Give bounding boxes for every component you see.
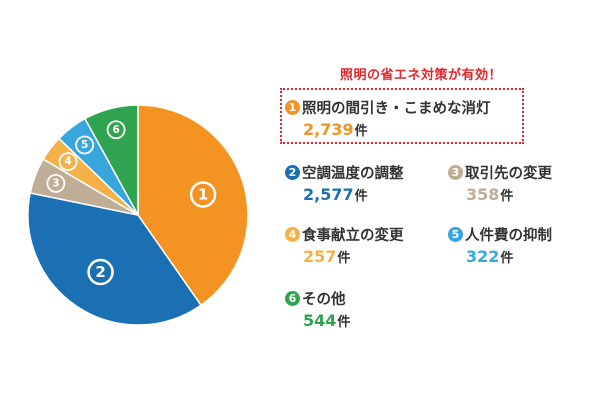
slice-badge-4-icon: 4	[58, 152, 78, 172]
headline: 照明の省エネ対策が有効！	[340, 68, 503, 83]
legend-label: 人件費の抑制	[465, 228, 552, 244]
slice-badge-3-icon: 3	[46, 174, 66, 193]
svg-text:1: 1	[198, 186, 208, 204]
badge-3-icon: 3	[448, 165, 463, 180]
legend-label: 照明の間引き・こまめな消灯	[302, 101, 491, 117]
legend-item-3: 3 取引先の変更 358件	[448, 162, 552, 204]
pie-slice-2	[27, 192, 203, 326]
legend-item-4: 4 食事献立の変更 257件	[285, 224, 404, 266]
legend-label: 空調温度の調整	[302, 166, 404, 182]
legend-item-2: 2 空調温度の調整 2,577件	[285, 162, 404, 204]
legend-value: 2,739件	[303, 120, 368, 139]
svg-text:4: 4	[64, 156, 71, 168]
legend-label: 取引先の変更	[465, 166, 552, 182]
svg-text:3: 3	[52, 177, 59, 189]
slice-badge-6-icon: 6	[106, 120, 126, 140]
badge-4-icon: 4	[285, 227, 300, 242]
slice-badge-5-icon: 5	[75, 135, 95, 155]
badge-1-icon: 1	[285, 100, 300, 115]
legend-label: 食事献立の変更	[302, 228, 404, 244]
legend-value: 2,577件	[303, 185, 368, 204]
pie-chart: 1 2 345 6	[27, 104, 249, 326]
slice-badge-1-icon: 1	[189, 181, 217, 208]
svg-text:6: 6	[112, 124, 119, 136]
legend-item-5: 5 人件費の抑制 322件	[448, 224, 552, 266]
slice-badge-2-icon: 2	[87, 258, 114, 286]
badge-5-icon: 5	[448, 227, 463, 242]
pie-slice-1	[137, 104, 249, 307]
legend-item-1: 1 照明の間引き・こまめな消灯 2,739件	[285, 97, 491, 139]
svg-text:5: 5	[81, 139, 88, 151]
legend-label: その他	[302, 292, 346, 308]
badge-6-icon: 6	[285, 291, 300, 306]
legend-value: 544件	[303, 311, 351, 330]
legend-item-6: 6 その他 544件	[285, 288, 350, 330]
legend-value: 257件	[303, 247, 351, 266]
legend-value: 358件	[466, 185, 514, 204]
svg-text:2: 2	[95, 263, 105, 281]
highlight-box	[280, 88, 524, 144]
badge-2-icon: 2	[285, 165, 300, 180]
legend-value: 322件	[466, 247, 514, 266]
